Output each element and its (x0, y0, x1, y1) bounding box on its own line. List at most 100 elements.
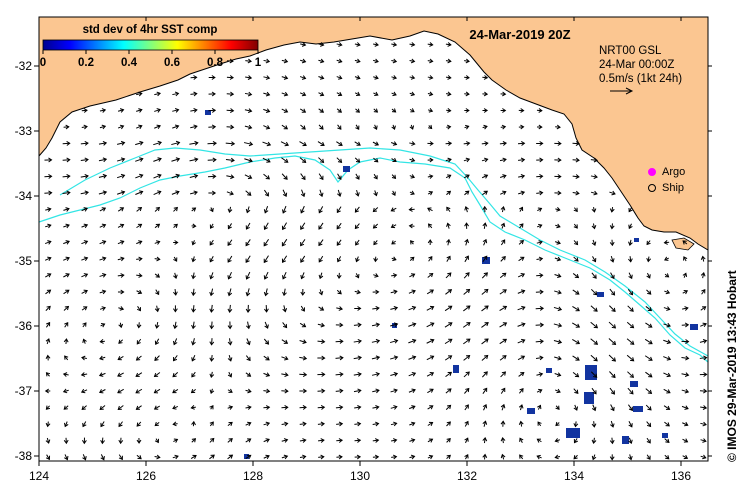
current-arrow (80, 141, 89, 146)
current-arrow (336, 454, 343, 460)
current-arrow (373, 108, 379, 113)
current-arrow (499, 272, 507, 279)
current-arrow (154, 438, 160, 444)
current-arrow (44, 256, 52, 262)
current-arrow (263, 173, 271, 180)
argo-icon (648, 168, 656, 176)
current-arrow (99, 256, 107, 262)
current-arrow (191, 338, 196, 346)
map-frame (38, 16, 709, 462)
current-arrow (154, 421, 160, 427)
current-arrow (299, 438, 307, 443)
current-arrow (281, 372, 289, 377)
current-arrow (317, 355, 326, 361)
current-arrow (500, 420, 506, 427)
current-arrow (63, 305, 70, 311)
current-arrow (409, 58, 416, 64)
current-arrow (554, 256, 562, 262)
current-arrow (518, 240, 525, 245)
current-arrow (390, 405, 398, 410)
current-arrow (337, 189, 342, 197)
current-arrow (282, 288, 287, 297)
current-arrow (100, 454, 105, 461)
current-arrow (409, 124, 415, 130)
current-arrow (590, 321, 599, 329)
current-arrow (390, 305, 399, 311)
current-arrow (245, 388, 252, 394)
current-arrow (335, 322, 344, 328)
current-arrow (608, 354, 617, 362)
current-arrow (409, 108, 415, 113)
current-arrow (282, 189, 288, 198)
current-arrow (299, 388, 308, 394)
current-arrow (463, 305, 471, 312)
current-arrow (191, 223, 197, 229)
current-arrow (190, 454, 197, 459)
current-arrow (482, 222, 488, 229)
current-arrow (136, 454, 142, 460)
current-arrow (427, 58, 434, 64)
current-arrow (336, 157, 343, 163)
current-arrow (154, 108, 162, 113)
current-arrow (99, 207, 107, 212)
current-arrow (263, 58, 271, 64)
current-arrow (136, 306, 141, 312)
current-arrow (44, 388, 51, 394)
current-arrow (281, 454, 289, 460)
current-arrow (98, 372, 106, 377)
current-arrow (300, 58, 307, 64)
current-arrow (391, 58, 398, 64)
current-arrow (98, 157, 108, 163)
current-arrow (227, 338, 233, 346)
y-axis: -32 -33 -34 -35 -36 -37 -38 (15, 59, 712, 463)
current-arrow (371, 355, 381, 361)
current-arrow (80, 190, 89, 196)
current-arrow (408, 322, 417, 327)
current-arrow (209, 321, 215, 330)
current-arrow (117, 240, 125, 245)
current-arrow (536, 438, 542, 443)
current-arrow (45, 207, 52, 212)
current-arrow (500, 108, 507, 113)
current-arrow (518, 256, 525, 262)
current-arrow (628, 239, 633, 246)
current-arrow (572, 305, 580, 312)
current-arrow (282, 322, 288, 329)
colorbar-tick-label: 0.8 (207, 57, 224, 69)
current-arrow (409, 273, 416, 278)
current-arrow (117, 223, 125, 228)
current-arrow (664, 454, 670, 460)
current-arrow (464, 222, 470, 229)
current-arrow (644, 338, 653, 345)
current-arrow (300, 205, 305, 214)
current-arrow (663, 405, 671, 410)
current-arrow (391, 240, 396, 245)
current-arrow (627, 371, 635, 378)
current-arrow (591, 421, 597, 428)
current-arrow (553, 339, 563, 345)
current-arrow (608, 321, 617, 329)
current-arrow (373, 124, 378, 130)
current-arrow (499, 141, 507, 146)
current-arrow (482, 124, 488, 130)
current-arrow (446, 206, 451, 212)
current-arrow (572, 190, 580, 196)
current-arrow (335, 388, 344, 394)
current-arrow (628, 437, 633, 445)
current-arrow (536, 157, 544, 163)
current-arrow (517, 273, 526, 278)
current-arrow (209, 207, 214, 213)
current-arrow (354, 289, 361, 295)
current-arrow (80, 388, 88, 394)
current-arrow (590, 354, 598, 362)
current-arrow (209, 256, 214, 263)
current-arrow (135, 157, 144, 162)
current-arrow (191, 371, 196, 378)
current-arrow (209, 454, 215, 460)
current-arrow (664, 273, 670, 278)
current-arrow (645, 322, 653, 328)
current-arrow (263, 189, 269, 197)
current-arrow (172, 421, 178, 427)
current-arrow (336, 222, 342, 230)
product-time: 24-Mar 00:00Z (599, 59, 674, 71)
